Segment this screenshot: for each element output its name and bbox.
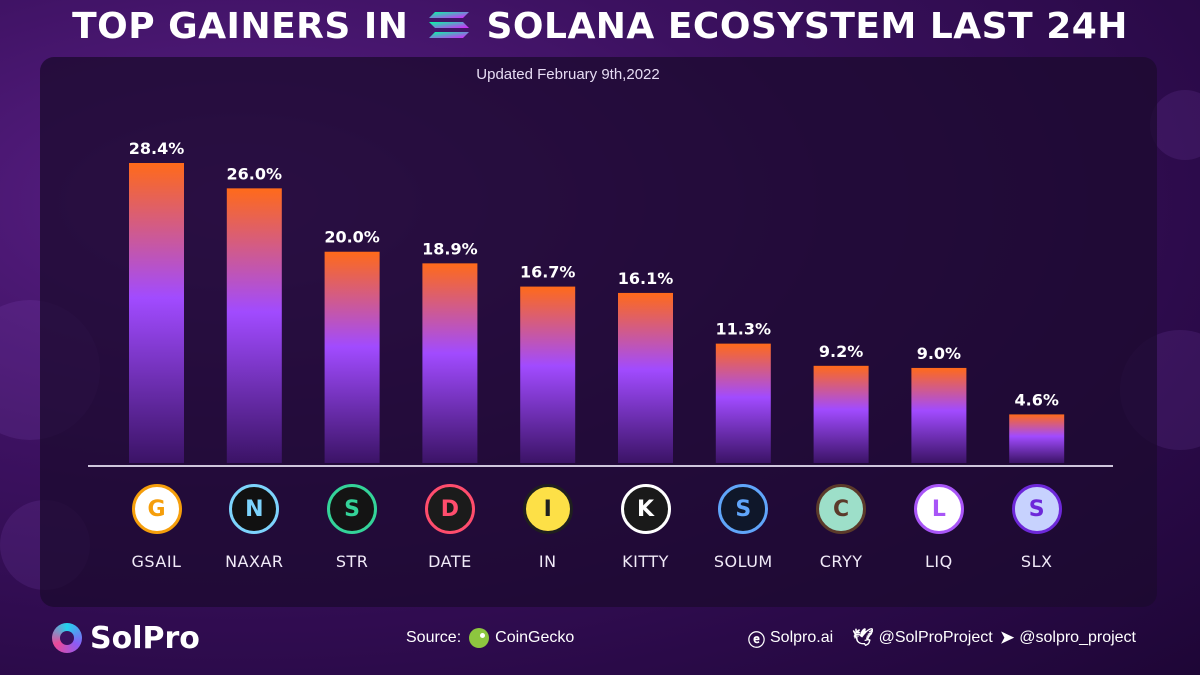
- bar-value-label: 11.3%: [716, 320, 772, 339]
- edge-browser-icon: ⓔ: [748, 630, 765, 650]
- bar-value-label: 16.7%: [520, 263, 576, 282]
- bar-in: [520, 286, 576, 463]
- solum-logo-icon: S: [718, 484, 769, 534]
- liq-drop-icon: L: [913, 484, 964, 534]
- bar-liq: [911, 367, 967, 463]
- title-part-1: TOP GAINERS IN: [72, 6, 409, 47]
- bar-value-label: 26.0%: [227, 164, 283, 183]
- chart-panel: [40, 57, 1157, 607]
- background-bokeh: [1150, 90, 1200, 160]
- bar-value-label: 16.1%: [618, 269, 674, 288]
- bar-slx: [1009, 414, 1065, 463]
- category-label: SLX: [1020, 552, 1053, 571]
- category-label: GSAIL: [131, 552, 182, 571]
- bar-value-label: 28.4%: [129, 139, 185, 158]
- bar-str: [324, 251, 380, 463]
- solana-logo-icon: [429, 12, 470, 38]
- naxar-logo-icon: N: [229, 484, 280, 534]
- bar-gsail: [129, 163, 184, 463]
- title-part-2: SOLANA ECOSYSTEM LAST 24H: [486, 6, 1128, 47]
- telegram-handle: @solpro_project: [1019, 629, 1136, 646]
- cryy-cat-icon: C: [816, 484, 867, 534]
- category-label: KITTY: [622, 552, 669, 571]
- website-text: Solpro.ai: [770, 629, 834, 646]
- bar-cryy: [813, 365, 869, 463]
- bar-value-label: 20.0%: [324, 228, 380, 247]
- bar-naxar: [226, 188, 282, 463]
- category-label: CRYY: [819, 552, 863, 571]
- category-label: NAXAR: [225, 552, 284, 571]
- bar-value-label: 4.6%: [1015, 390, 1059, 409]
- twitter-link[interactable]: 🕊 @SolProProject: [852, 618, 993, 658]
- bar-solum: [715, 343, 771, 463]
- category-label: STR: [335, 552, 369, 571]
- brand-name: SolPro: [90, 620, 200, 656]
- bar-value-label: 9.0%: [917, 344, 961, 363]
- chart-subtitle: Updated February 9th,2022: [476, 66, 660, 83]
- bar-date: [422, 263, 478, 463]
- website-link[interactable]: ⓔ Solpro.ai: [748, 618, 833, 658]
- coingecko-logo-icon: [469, 628, 490, 648]
- bar-value-label: 18.9%: [422, 239, 478, 258]
- category-label: DATE: [428, 552, 472, 571]
- brand: SolPro: [52, 618, 200, 658]
- owl-logo-icon: I: [522, 484, 573, 534]
- source-label: Source:: [406, 629, 462, 646]
- bar-kitty: [618, 292, 673, 463]
- source-name: CoinGecko: [495, 629, 575, 646]
- str-logo-icon: S: [327, 484, 378, 534]
- twitter-bird-icon: 🕊: [852, 628, 874, 647]
- date-heart-icon: D: [424, 484, 475, 534]
- category-label: SOLUM: [713, 552, 773, 571]
- category-label: IN: [538, 552, 557, 571]
- kitty-logo-icon: K: [620, 484, 671, 534]
- twitter-handle: @SolProProject: [878, 629, 993, 646]
- solpro-logo-icon: [52, 623, 82, 653]
- category-label: LIQ: [925, 552, 953, 571]
- page-title: TOP GAINERS IN SOLANA ECOSYSTEM LAST 24H: [0, 6, 1200, 47]
- telegram-plane-icon: ➤: [1000, 628, 1015, 647]
- slx-logo-icon: S: [1011, 484, 1062, 534]
- source-credit: Source: CoinGecko: [406, 618, 574, 658]
- telegram-link[interactable]: ➤ @solpro_project: [1000, 618, 1136, 658]
- bar-value-label: 9.2%: [819, 342, 863, 361]
- gsail-logo-icon: G: [131, 484, 182, 534]
